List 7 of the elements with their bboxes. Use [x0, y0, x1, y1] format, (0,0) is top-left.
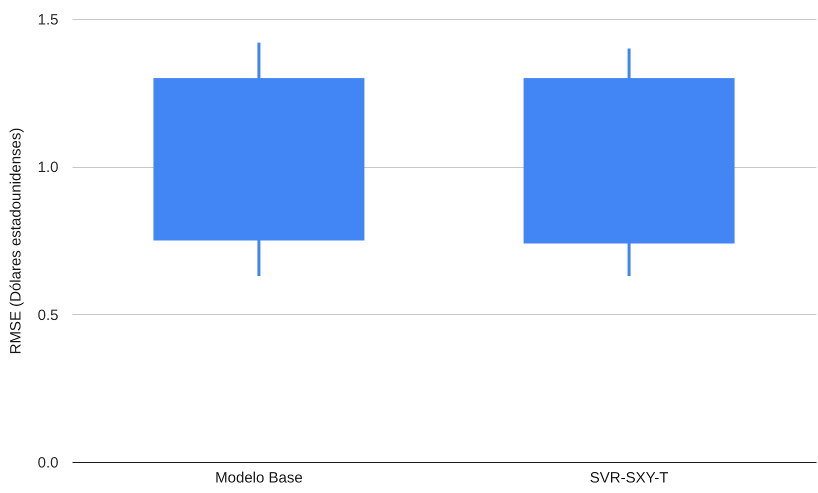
y-axis-title: RMSE (Dólares estadounidenses) — [8, 128, 25, 354]
x-tick-label: SVR-SXY-T — [590, 470, 668, 486]
y-tick-label: 1.5 — [38, 12, 58, 28]
x-tick-label: Modelo Base — [215, 470, 303, 486]
y-tick-label: 1.0 — [38, 159, 58, 176]
y-tick-label: 0.5 — [38, 306, 58, 324]
y-tick-label: 0.0 — [38, 454, 58, 472]
